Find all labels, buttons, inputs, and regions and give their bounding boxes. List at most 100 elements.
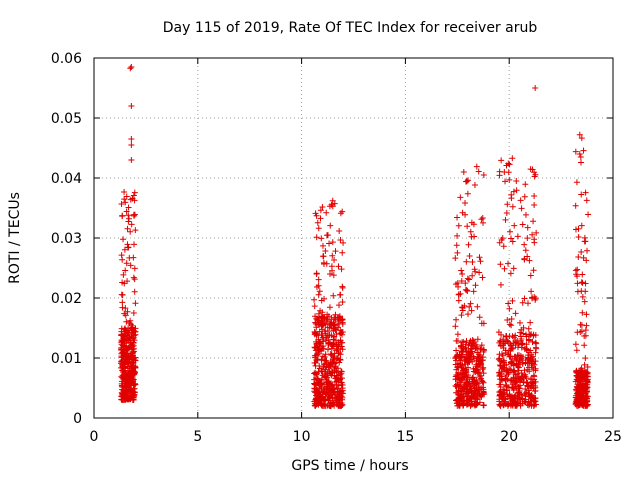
data-point xyxy=(464,358,471,365)
x-tick-label: 15 xyxy=(396,429,414,445)
data-point xyxy=(472,341,479,348)
data-point xyxy=(319,204,326,211)
data-point xyxy=(582,280,589,287)
data-point xyxy=(518,326,525,333)
data-point xyxy=(124,225,131,232)
data-point xyxy=(527,319,534,326)
data-point xyxy=(515,390,522,397)
data-point xyxy=(452,323,459,330)
data-point xyxy=(324,346,331,353)
data-point xyxy=(574,266,581,273)
data-point xyxy=(574,369,581,376)
data-point xyxy=(316,342,323,349)
data-point xyxy=(574,390,581,397)
data-point xyxy=(468,307,475,314)
data-point xyxy=(327,270,334,277)
data-point xyxy=(128,342,135,349)
data-point xyxy=(325,341,332,348)
data-point xyxy=(322,247,329,254)
x-tick-label: 5 xyxy=(193,429,202,445)
data-point xyxy=(460,168,467,175)
data-point xyxy=(516,319,523,326)
y-tick-label: 0 xyxy=(73,411,82,427)
data-point xyxy=(480,171,487,178)
data-point xyxy=(519,299,526,306)
data-point xyxy=(584,377,591,384)
data-point xyxy=(466,303,473,310)
data-point xyxy=(575,374,582,381)
data-point xyxy=(578,279,585,286)
data-point xyxy=(583,401,590,408)
data-point xyxy=(521,398,528,405)
data-point xyxy=(500,368,507,375)
data-point xyxy=(459,362,466,369)
data-point xyxy=(320,253,327,260)
data-point xyxy=(313,392,320,399)
data-point xyxy=(131,276,138,283)
data-point xyxy=(574,288,581,295)
data-point xyxy=(532,378,539,385)
data-point xyxy=(130,371,137,378)
data-point xyxy=(524,383,531,390)
data-point xyxy=(124,378,131,385)
data-point xyxy=(118,393,125,400)
data-point xyxy=(582,238,589,245)
data-point xyxy=(497,376,504,383)
data-point xyxy=(120,236,127,243)
data-point xyxy=(573,179,580,186)
data-point xyxy=(123,351,130,358)
data-point xyxy=(496,355,503,362)
data-point xyxy=(474,303,481,310)
data-point xyxy=(503,209,510,216)
y-axis-label: ROTI / TECUs xyxy=(7,192,23,284)
data-point xyxy=(575,233,582,240)
data-point xyxy=(511,395,518,402)
data-point xyxy=(321,381,328,388)
y-tick-label: 0.06 xyxy=(51,51,82,67)
data-point xyxy=(323,209,330,216)
data-point xyxy=(123,260,130,267)
data-point xyxy=(467,228,474,235)
data-point xyxy=(472,391,479,398)
data-point xyxy=(315,368,322,375)
data-point xyxy=(331,314,338,321)
data-point xyxy=(578,135,585,142)
data-point xyxy=(500,243,507,250)
data-point xyxy=(577,154,584,160)
data-point xyxy=(118,331,125,338)
data-point xyxy=(326,240,333,247)
data-point xyxy=(578,249,585,256)
data-point xyxy=(333,381,340,388)
data-point xyxy=(119,212,126,219)
data-point xyxy=(508,322,515,329)
data-point xyxy=(314,393,321,400)
data-point xyxy=(480,320,487,327)
data-point xyxy=(315,282,322,289)
data-point xyxy=(455,363,462,370)
data-point xyxy=(118,252,125,259)
data-point xyxy=(470,288,477,295)
data-point xyxy=(516,352,523,359)
data-point xyxy=(498,236,505,243)
data-point xyxy=(513,177,520,184)
data-point xyxy=(315,310,322,317)
data-point xyxy=(509,155,516,162)
data-point xyxy=(509,384,516,391)
data-point xyxy=(131,288,138,295)
data-point xyxy=(313,381,320,388)
data-point xyxy=(336,397,343,404)
data-point xyxy=(475,168,482,175)
data-point xyxy=(454,232,461,239)
data-point xyxy=(497,281,504,288)
data-point xyxy=(311,402,318,409)
data-point xyxy=(330,292,337,299)
data-point xyxy=(462,280,469,287)
data-point xyxy=(320,338,327,345)
data-point xyxy=(510,339,517,346)
data-point xyxy=(574,384,581,391)
data-point xyxy=(316,288,323,295)
data-point xyxy=(505,260,512,267)
data-point xyxy=(331,257,338,264)
data-point xyxy=(322,374,329,381)
